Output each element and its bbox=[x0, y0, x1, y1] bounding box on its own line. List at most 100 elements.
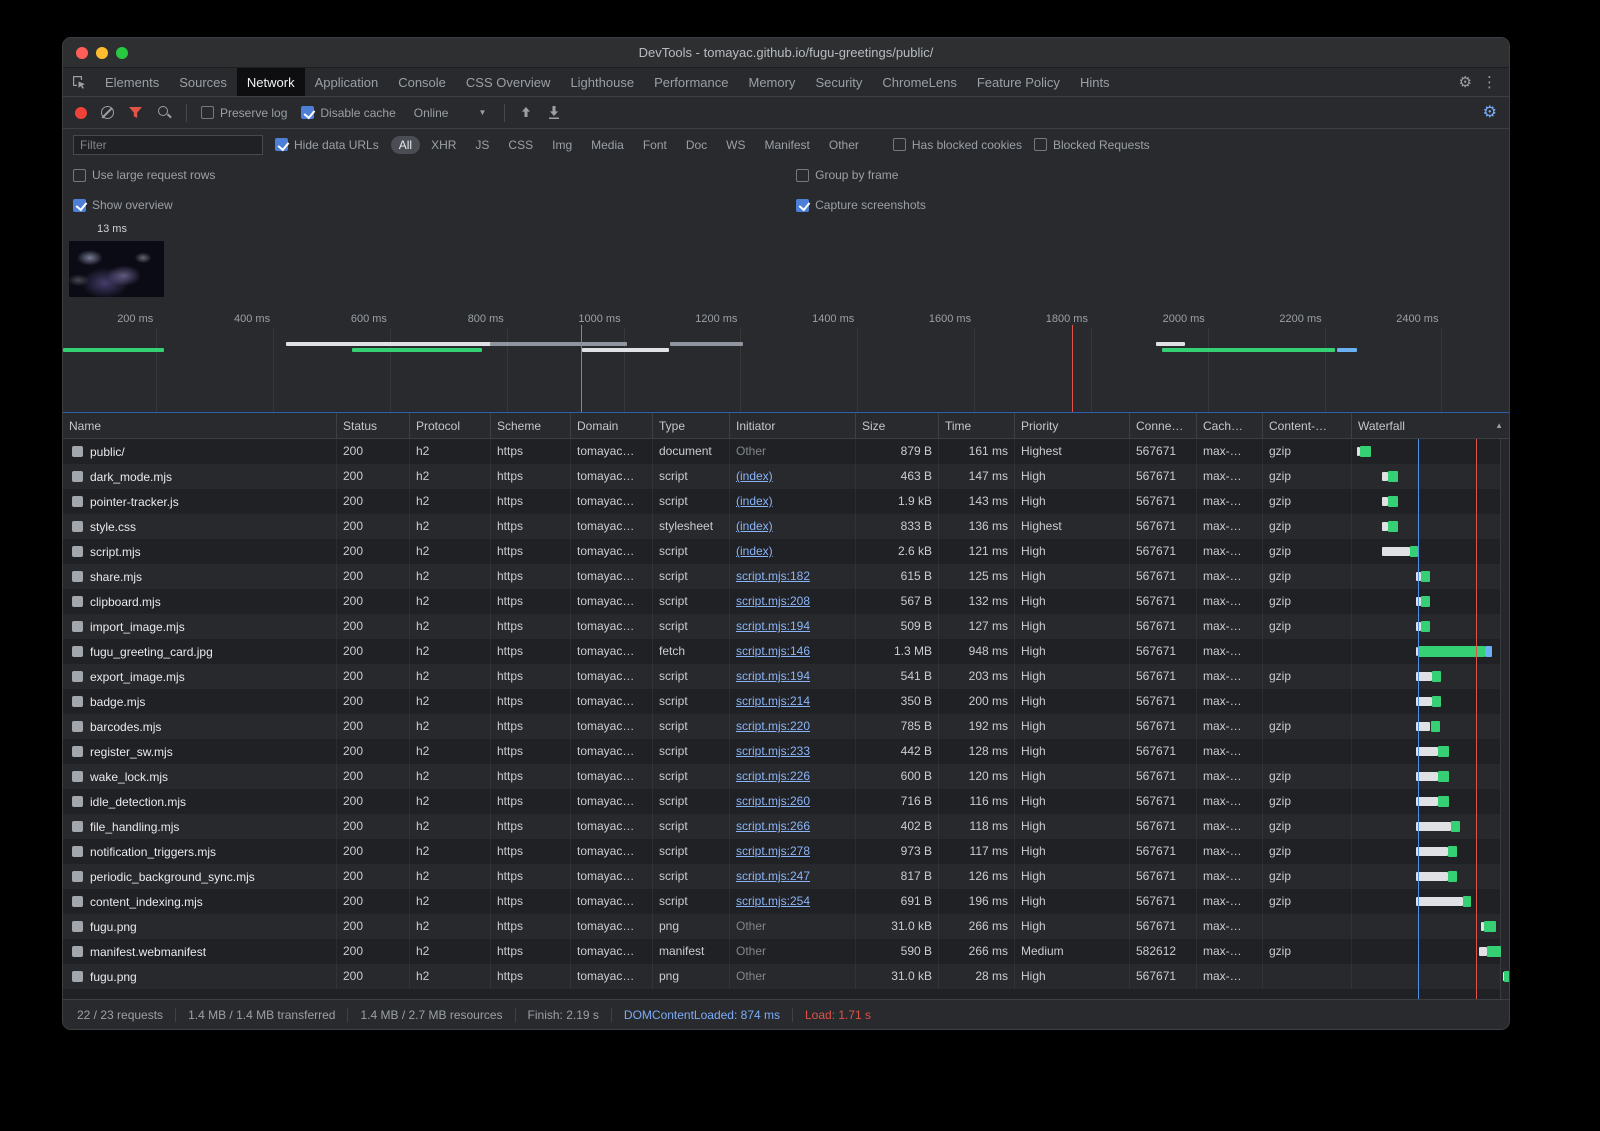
sort-ascending-icon[interactable]: ▲ bbox=[1495, 421, 1503, 430]
hide-data-urls-checkbox[interactable]: Hide data URLs bbox=[275, 138, 379, 152]
cell-name[interactable]: notification_triggers.mjs bbox=[63, 839, 336, 864]
column-header-content[interactable]: Content-… bbox=[1262, 413, 1351, 438]
zoom-button[interactable] bbox=[116, 46, 128, 59]
type-filter-img[interactable]: Img bbox=[552, 137, 573, 152]
tab-hints[interactable]: Hints bbox=[1079, 74, 1110, 90]
blocked-requests-checkbox[interactable]: Blocked Requests bbox=[1033, 138, 1150, 152]
cell-name[interactable]: badge.mjs bbox=[63, 689, 336, 714]
cell-name[interactable]: register_sw.mjs bbox=[63, 739, 336, 764]
type-filter-font[interactable]: Font bbox=[642, 137, 667, 152]
network-settings-gear-icon[interactable]: ⚙ bbox=[1482, 103, 1497, 121]
tab-memory[interactable]: Memory bbox=[748, 74, 796, 90]
table-row[interactable]: fugu.png 200 h2 https tomayac… png Other 31.0 k… bbox=[63, 914, 1509, 939]
column-header-scheme[interactable]: Scheme bbox=[490, 413, 570, 438]
table-scrollbar[interactable] bbox=[1500, 439, 1509, 999]
tab-css-overview[interactable]: CSS Overview bbox=[465, 74, 551, 90]
table-row[interactable]: dark_mode.mjs 200 h2 https tomayac… script (in… bbox=[63, 464, 1509, 489]
titlebar[interactable]: DevTools - tomayac.github.io/fugu-greeti… bbox=[63, 38, 1509, 68]
type-filter-other[interactable]: Other bbox=[828, 137, 859, 152]
column-header-waterfall[interactable]: Waterfall ▲ bbox=[1351, 413, 1509, 438]
type-filter-manifest[interactable]: Manifest bbox=[764, 137, 810, 152]
initiator-link[interactable]: (index) bbox=[736, 544, 773, 558]
type-filter-js[interactable]: JS bbox=[475, 137, 490, 152]
record-button[interactable] bbox=[75, 106, 87, 119]
initiator-link[interactable]: script.mjs:194 bbox=[736, 669, 811, 683]
column-header-cach[interactable]: Cach… bbox=[1196, 413, 1262, 438]
preserve-log-checkbox[interactable]: Preserve log bbox=[201, 106, 287, 120]
type-filter-media[interactable]: Media bbox=[591, 137, 624, 152]
clear-network-log-icon[interactable] bbox=[101, 106, 114, 119]
initiator-link[interactable]: (index) bbox=[736, 494, 773, 508]
table-row[interactable]: manifest.webmanifest 200 h2 https tomayac… ma… bbox=[63, 939, 1509, 964]
tab-feature-policy[interactable]: Feature Policy bbox=[976, 74, 1060, 90]
column-header-size[interactable]: Size bbox=[855, 413, 938, 438]
initiator-link[interactable]: script.mjs:208 bbox=[736, 594, 811, 608]
close-button[interactable] bbox=[76, 46, 88, 59]
cell-name[interactable]: import_image.mjs bbox=[63, 614, 336, 639]
column-header-status[interactable]: Status bbox=[336, 413, 409, 438]
tab-elements[interactable]: Elements bbox=[105, 74, 160, 90]
table-row[interactable]: wake_lock.mjs 200 h2 https tomayac… script scr… bbox=[63, 764, 1509, 789]
inspect-element-icon[interactable] bbox=[63, 68, 95, 96]
search-icon[interactable] bbox=[157, 105, 172, 120]
filter-icon[interactable] bbox=[128, 106, 143, 119]
table-row[interactable]: fugu_greeting_card.jpg 200 h2 https tomayac…… bbox=[63, 639, 1509, 664]
initiator-link[interactable]: script.mjs:146 bbox=[736, 644, 811, 658]
initiator-link[interactable]: (index) bbox=[736, 469, 773, 483]
cell-name[interactable]: fugu.png bbox=[63, 914, 336, 939]
minimize-button[interactable] bbox=[96, 46, 108, 59]
throttling-select[interactable]: Online ▼ bbox=[410, 106, 491, 120]
initiator-link[interactable]: script.mjs:214 bbox=[736, 694, 811, 708]
type-filter-ws[interactable]: WS bbox=[726, 137, 746, 152]
table-row[interactable]: public/200 h2 https tomayac… document Other 87… bbox=[63, 439, 1509, 464]
initiator-link[interactable]: (index) bbox=[736, 519, 773, 533]
cell-name[interactable]: fugu.png bbox=[63, 964, 336, 989]
type-filter-doc[interactable]: Doc bbox=[685, 137, 708, 152]
column-header-name[interactable]: Name bbox=[63, 413, 336, 438]
filmstrip-screenshot[interactable] bbox=[69, 241, 164, 297]
table-row[interactable]: badge.mjs 200 h2 https tomayac… script script.… bbox=[63, 689, 1509, 714]
cell-name[interactable]: share.mjs bbox=[63, 564, 336, 589]
disable-cache-checkbox[interactable]: Disable cache bbox=[301, 106, 396, 120]
type-filter-css[interactable]: CSS bbox=[508, 137, 534, 152]
cell-name[interactable]: pointer-tracker.js bbox=[63, 489, 336, 514]
table-row[interactable]: style.css 200 h2 https tomayac… stylesheet (in… bbox=[63, 514, 1509, 539]
table-row[interactable]: content_indexing.mjs 200 h2 https tomayac… sc… bbox=[63, 889, 1509, 914]
has-blocked-cookies-checkbox[interactable]: Has blocked cookies bbox=[892, 138, 1022, 152]
table-row[interactable]: file_handling.mjs 200 h2 https tomayac… scrip… bbox=[63, 814, 1509, 839]
table-row[interactable]: register_sw.mjs 200 h2 https tomayac… script s… bbox=[63, 739, 1509, 764]
table-row[interactable]: barcodes.mjs 200 h2 https tomayac… script scri… bbox=[63, 714, 1509, 739]
table-row[interactable]: share.mjs 200 h2 https tomayac… script script.… bbox=[63, 564, 1509, 589]
column-header-protocol[interactable]: Protocol bbox=[409, 413, 490, 438]
network-overview[interactable]: 200 ms 400 ms 600 ms 800 ms 1000 ms 1200 ms 14… bbox=[63, 308, 1509, 412]
table-row[interactable]: fugu.png 200 h2 https tomayac… png Other 31.0 k… bbox=[63, 964, 1509, 989]
settings-gear-icon[interactable]: ⚙ bbox=[1458, 73, 1472, 91]
tab-security[interactable]: Security bbox=[815, 74, 863, 90]
initiator-link[interactable]: script.mjs:247 bbox=[736, 869, 811, 883]
initiator-link[interactable]: script.mjs:254 bbox=[736, 894, 811, 908]
tab-application[interactable]: Application bbox=[314, 74, 379, 90]
initiator-link[interactable]: script.mjs:194 bbox=[736, 619, 811, 633]
export-har-icon[interactable] bbox=[547, 105, 561, 120]
cell-name[interactable]: wake_lock.mjs bbox=[63, 764, 336, 789]
table-row[interactable]: import_image.mjs 200 h2 https tomayac… script… bbox=[63, 614, 1509, 639]
type-filter-xhr[interactable]: XHR bbox=[431, 137, 457, 152]
column-header-type[interactable]: Type bbox=[652, 413, 729, 438]
tab-performance[interactable]: Performance bbox=[654, 74, 729, 90]
cell-name[interactable]: content_indexing.mjs bbox=[63, 889, 336, 914]
import-har-icon[interactable] bbox=[519, 106, 533, 120]
use-large-request-rows-checkbox[interactable]: Use large request rows bbox=[73, 168, 215, 182]
initiator-link[interactable]: script.mjs:278 bbox=[736, 844, 811, 858]
column-header-conne[interactable]: Conne… bbox=[1129, 413, 1196, 438]
table-row[interactable]: idle_detection.mjs 200 h2 https tomayac… scri… bbox=[63, 789, 1509, 814]
table-row[interactable]: clipboard.mjs 200 h2 https tomayac… script scr… bbox=[63, 589, 1509, 614]
cell-name[interactable]: manifest.webmanifest bbox=[63, 939, 336, 964]
cell-name[interactable]: file_handling.mjs bbox=[63, 814, 336, 839]
group-by-frame-checkbox[interactable]: Group by frame bbox=[796, 168, 898, 182]
initiator-link[interactable]: script.mjs:233 bbox=[736, 744, 811, 758]
tab-console[interactable]: Console bbox=[398, 74, 446, 90]
table-row[interactable]: export_image.mjs 200 h2 https tomayac… script… bbox=[63, 664, 1509, 689]
tab-network[interactable]: Network bbox=[236, 68, 305, 96]
initiator-link[interactable]: script.mjs:266 bbox=[736, 819, 811, 833]
column-header-initiator[interactable]: Initiator bbox=[729, 413, 855, 438]
